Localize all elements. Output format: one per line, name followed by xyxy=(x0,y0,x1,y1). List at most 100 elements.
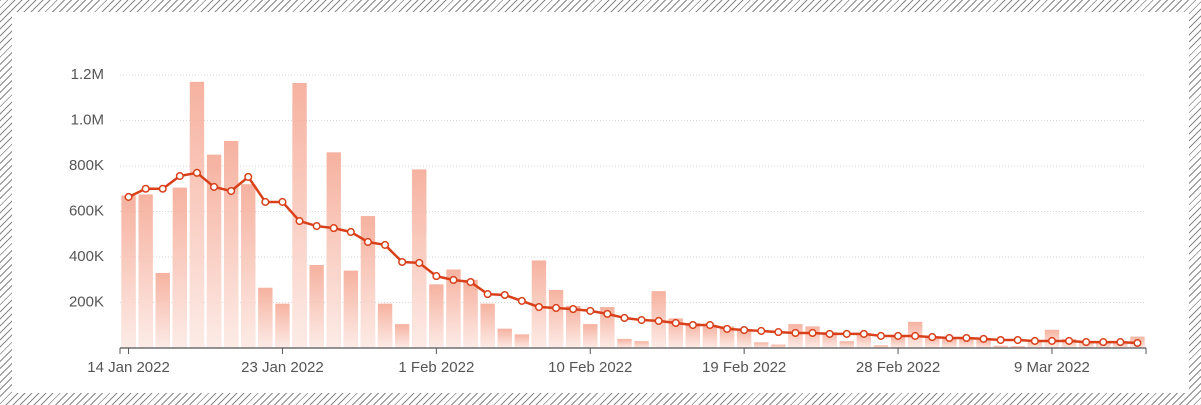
point xyxy=(671,318,680,328)
y-tick-label: 200K xyxy=(69,293,104,310)
point xyxy=(1013,335,1022,345)
point xyxy=(979,334,988,343)
bar-group xyxy=(309,264,324,348)
bar-fade xyxy=(429,284,444,348)
bar-fade xyxy=(822,332,837,348)
bar-group xyxy=(206,154,222,348)
bar-group xyxy=(839,341,854,348)
point xyxy=(244,172,253,181)
bar-group xyxy=(993,345,1008,348)
point xyxy=(449,275,458,285)
bar-fade xyxy=(600,307,615,348)
point xyxy=(825,329,834,338)
point xyxy=(381,240,390,249)
point xyxy=(859,329,868,338)
bar-group xyxy=(292,82,307,349)
point xyxy=(705,320,715,330)
bar-fade xyxy=(258,287,273,348)
bar-group xyxy=(343,270,359,348)
bar-fade xyxy=(394,324,410,348)
bar-group xyxy=(480,303,495,348)
point xyxy=(466,277,475,287)
bar-fade xyxy=(206,154,222,348)
bar-group xyxy=(771,344,786,348)
point xyxy=(295,217,304,226)
bar-fade xyxy=(463,279,478,348)
x-tick-label: 10 Feb 2022 xyxy=(548,359,632,376)
bar-fade xyxy=(754,342,769,348)
bar-fade xyxy=(617,338,632,348)
bar-fade xyxy=(771,344,786,348)
point xyxy=(654,316,663,325)
point xyxy=(945,333,954,343)
bar-fade xyxy=(583,324,598,348)
point xyxy=(124,192,133,201)
bar-fade xyxy=(497,328,512,348)
point xyxy=(141,184,150,193)
bar-group xyxy=(583,324,598,348)
bar-fade xyxy=(223,140,239,348)
bar-group xyxy=(377,303,393,348)
point xyxy=(774,328,783,337)
bar-group xyxy=(497,328,512,348)
bar-group xyxy=(736,329,752,348)
bar-fade xyxy=(138,194,153,348)
point xyxy=(1082,338,1091,347)
point xyxy=(517,296,526,305)
bar-group xyxy=(685,322,701,348)
bar-group xyxy=(702,325,718,348)
bar-fade xyxy=(668,318,683,348)
point xyxy=(894,331,903,340)
bar-group xyxy=(121,195,136,348)
bar-group xyxy=(600,307,615,348)
bar-fade xyxy=(565,305,581,348)
bar-fade xyxy=(275,303,290,348)
bar-group xyxy=(446,269,461,348)
bar-fade xyxy=(942,338,957,348)
point xyxy=(808,328,817,338)
bar-fade xyxy=(172,187,188,348)
bar-fade xyxy=(360,216,376,348)
bar-group xyxy=(856,333,872,348)
bar-fade xyxy=(685,322,701,348)
point xyxy=(363,237,373,247)
bar-group xyxy=(668,318,683,348)
point xyxy=(1065,336,1074,345)
bar-group xyxy=(189,81,205,348)
point xyxy=(996,335,1005,345)
point xyxy=(329,224,338,233)
bar-group xyxy=(890,336,906,348)
bar-fade xyxy=(377,303,393,348)
bar-fade xyxy=(446,269,461,348)
x-tick-label: 1 Feb 2022 xyxy=(398,359,474,376)
point xyxy=(1099,338,1108,347)
bar-group xyxy=(514,334,530,348)
point xyxy=(534,303,544,312)
bar-group xyxy=(412,169,427,348)
point xyxy=(192,168,201,177)
point xyxy=(432,272,441,281)
bar-fade xyxy=(292,82,307,349)
bar-fade xyxy=(873,345,889,348)
point xyxy=(210,182,219,191)
bar-group xyxy=(822,332,837,348)
bar-fade xyxy=(702,325,718,348)
bar-fade xyxy=(959,337,974,348)
bar-fade xyxy=(241,184,256,348)
point xyxy=(740,325,749,335)
bar-group xyxy=(429,284,444,348)
y-tick-label: 600K xyxy=(69,202,104,219)
bar-group xyxy=(617,338,632,348)
bar-fade xyxy=(480,303,495,348)
point xyxy=(500,290,509,300)
bar-group xyxy=(925,336,940,348)
bar-fade xyxy=(412,169,427,348)
bar-group xyxy=(942,338,957,348)
point xyxy=(1133,338,1142,348)
point xyxy=(278,197,287,206)
point xyxy=(911,331,920,340)
point xyxy=(928,333,937,342)
bar-fade xyxy=(976,340,991,348)
point xyxy=(1047,336,1056,345)
